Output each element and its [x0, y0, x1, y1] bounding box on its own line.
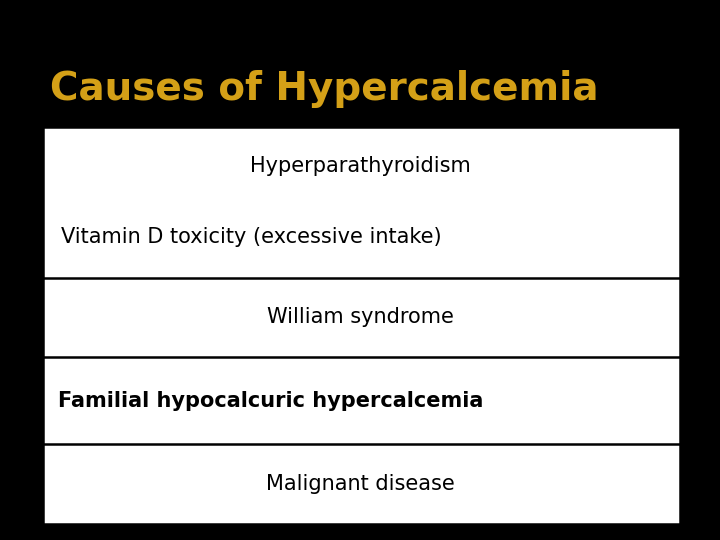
Text: Hyperparathyroidism: Hyperparathyroidism	[250, 156, 470, 176]
Text: Vitamin D toxicity (excessive intake): Vitamin D toxicity (excessive intake)	[61, 227, 442, 247]
Text: Malignant disease: Malignant disease	[266, 474, 454, 494]
Text: Causes of Hypercalcemia: Causes of Hypercalcemia	[50, 70, 599, 108]
Bar	[43, 127, 680, 524]
Text: Familial hypocalcuric hypercalcemia: Familial hypocalcuric hypercalcemia	[58, 391, 483, 411]
Text: William syndrome: William syndrome	[266, 307, 454, 327]
